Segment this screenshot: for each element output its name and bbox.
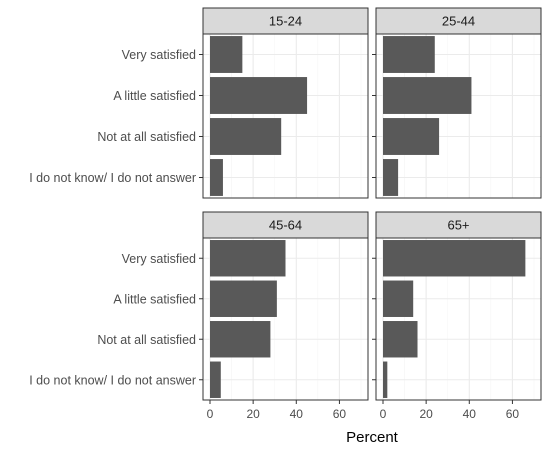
facet-strip (375, 211, 542, 239)
y-category-label: Not at all satisfied (97, 130, 196, 144)
facet-panel-1: 15-24 Very satisfied A little satisfied Not… (29, 7, 369, 199)
y-category-label: I do not know/ I do not answer (29, 373, 196, 387)
x-tick-label: 20 (246, 407, 260, 421)
bar (383, 77, 472, 114)
bar (383, 36, 435, 73)
facet-title: 65+ (447, 218, 469, 233)
x-tick-label: 40 (290, 407, 304, 421)
x-tick-label: 20 (419, 407, 433, 421)
facet-title: 15-24 (269, 14, 302, 29)
facet-title: 25-44 (442, 14, 475, 29)
bar (210, 280, 277, 317)
bar (210, 240, 286, 277)
bar (210, 361, 221, 398)
y-category-label: I do not know/ I do not answer (29, 171, 196, 185)
y-category-label: Not at all satisfied (97, 333, 196, 347)
facet-strip (202, 211, 369, 239)
facet-panel-2: 25-44 (372, 7, 542, 199)
facet-title: 45-64 (269, 218, 302, 233)
x-tick-label: 0 (207, 407, 214, 421)
y-category-label: A little satisfied (113, 89, 196, 103)
x-tick-label: 60 (333, 407, 347, 421)
bar (383, 280, 414, 317)
bar (383, 240, 526, 277)
y-category-label: Very satisfied (122, 252, 196, 266)
y-category-label: Very satisfied (122, 48, 196, 62)
x-axis-title: Percent (346, 429, 399, 446)
x-tick-label: 40 (463, 407, 477, 421)
bar (210, 36, 243, 73)
y-category-label: A little satisfied (113, 292, 196, 306)
facet-strip (202, 7, 369, 35)
bar (383, 361, 388, 398)
bar (383, 321, 418, 358)
panel-border (375, 237, 542, 401)
facet-panel-3: 45-64 Very satisfied A little satisfied Not… (29, 211, 369, 421)
x-tick-label: 0 (380, 407, 387, 421)
bar (210, 118, 282, 155)
facet-panel-4: 65+ 0 20 40 60 (372, 211, 542, 421)
bar (210, 159, 223, 196)
x-tick-label: 60 (506, 407, 520, 421)
panel-border (202, 237, 369, 401)
panel-border (375, 33, 542, 199)
bar (383, 118, 440, 155)
bar (210, 77, 308, 114)
bar (210, 321, 271, 358)
bar (383, 159, 399, 196)
panel-border (202, 33, 369, 199)
